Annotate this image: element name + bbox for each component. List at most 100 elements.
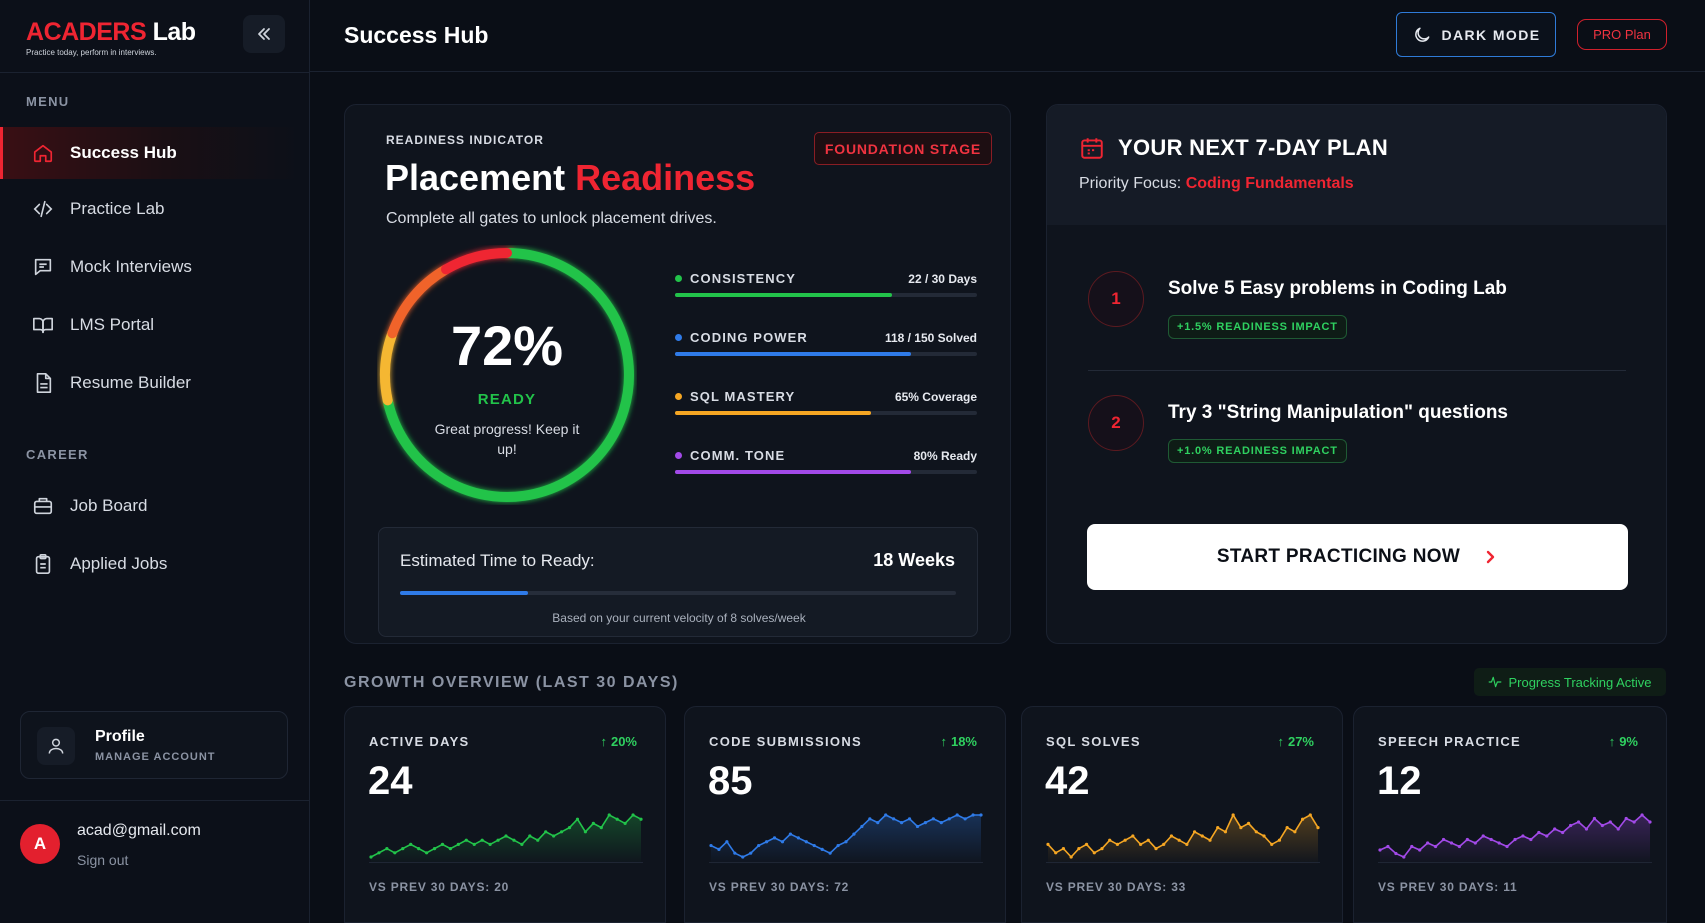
sparkline-point (544, 830, 548, 834)
sparkline-point (963, 817, 967, 821)
sparkline-point (1123, 838, 1127, 842)
metric-label: CODING POWER (690, 330, 808, 345)
chevron-right-icon (1486, 550, 1495, 564)
eta-progress-fill (400, 591, 528, 595)
progress-track (675, 293, 977, 297)
sidebar-item-mock-interviews[interactable]: Mock Interviews (0, 241, 300, 293)
sparkline-point (1465, 837, 1469, 842)
sparkline-point (733, 851, 737, 855)
sparkline-point (780, 840, 785, 844)
stat-trend-value: 9% (1619, 734, 1638, 749)
gauge-arc-segment (382, 248, 634, 502)
stat-trend-value: 27% (1287, 734, 1314, 749)
sidebar-item-resume-builder[interactable]: Resume Builder (0, 357, 300, 409)
sidebar-item-job-board[interactable]: Job Board (0, 480, 300, 532)
progress-track (675, 352, 977, 356)
sidebar-item-lms-portal[interactable]: LMS Portal (0, 299, 300, 351)
stat-label: SQL SOLVES (1046, 734, 1141, 749)
sparkline-point (464, 838, 468, 842)
sidebar-item-success-hub[interactable]: Success Hub (0, 127, 300, 179)
sparkline-point (1616, 827, 1620, 831)
arrow-up-icon: ↑ (1277, 734, 1284, 749)
sparkline-point (1426, 841, 1430, 845)
sparkline-point (907, 817, 912, 821)
sparkline-point (820, 847, 824, 851)
sparkline-area (711, 815, 981, 865)
stat-value: 12 (1377, 759, 1422, 803)
metric-coding-power: CODING POWER 118 / 150 Solved (675, 330, 977, 356)
double-chevron-left-icon (258, 28, 270, 40)
sparkline-point (1600, 823, 1604, 828)
sparkline-point (947, 817, 951, 821)
stat-previous: VS PREV 30 DAYS: 20 (369, 880, 510, 894)
stat-card-speech-practice: SPEECH PRACTICE ↑ 9% 12 VS PREV 30 DAYS: … (1353, 706, 1667, 923)
sparkline-point (741, 855, 745, 859)
sparkline-point (772, 836, 777, 840)
sparkline-point (749, 851, 753, 855)
sparkline-point (432, 847, 437, 851)
pro-plan-badge[interactable]: PRO Plan (1577, 19, 1667, 50)
avatar[interactable]: A (20, 824, 60, 864)
sparkline-point (1402, 855, 1406, 859)
sparkline (1378, 813, 1652, 865)
start-practicing-button[interactable]: START PRACTICING NOW (1087, 524, 1628, 590)
sparkline-point (828, 851, 832, 855)
dark-mode-toggle[interactable]: DARK MODE (1396, 12, 1556, 57)
sparkline-point (1441, 837, 1446, 842)
career-section-label: CAREER (26, 447, 89, 462)
sparkline-point (1308, 813, 1312, 817)
sparkline-point (844, 840, 848, 844)
sparkline-point (377, 851, 381, 855)
sparkline-point (1632, 820, 1636, 824)
sign-out-link[interactable]: Sign out (77, 852, 129, 868)
sparkline-point (804, 840, 808, 844)
sparkline-point (971, 813, 975, 817)
sparkline-point (1576, 820, 1581, 824)
sparkline-point (1545, 834, 1549, 838)
readiness-status: READY (477, 391, 537, 408)
collapse-sidebar-button[interactable] (243, 15, 285, 53)
sparkline-point (1521, 834, 1525, 838)
sidebar-item-applied-jobs[interactable]: Applied Jobs (0, 538, 300, 590)
sparkline-point (1473, 841, 1477, 845)
profile-card[interactable]: Profile MANAGE ACCOUNT (20, 711, 288, 779)
sparkline-point (1246, 821, 1251, 825)
sparkline-point (1568, 823, 1573, 828)
task-title[interactable]: Try 3 "String Manipulation" questions (1168, 402, 1508, 423)
page-title: Success Hub (344, 22, 489, 48)
sparkline-point (528, 834, 532, 838)
sparkline-point (1277, 838, 1282, 842)
sparkline-point (1046, 842, 1050, 846)
stat-divider (709, 862, 983, 863)
sparkline-point (1293, 830, 1297, 834)
sparkline-point (1640, 813, 1644, 817)
user-email: acad@gmail.com (77, 822, 201, 839)
sparkline-point (717, 847, 721, 851)
task-title[interactable]: Solve 5 Easy problems in Coding Lab (1168, 278, 1507, 299)
metric-value: 118 / 150 Solved (884, 331, 977, 345)
sparkline-point (552, 834, 556, 838)
metric-value: 22 / 30 Days (908, 272, 977, 286)
sparkline-point (512, 838, 516, 842)
impact-badge: +1.5% READINESS IMPACT (1168, 315, 1347, 339)
plan-focus-value: Coding Fundamentals (1185, 175, 1354, 192)
book-icon (32, 314, 54, 336)
sparkline-point (520, 842, 524, 846)
brand-prefix: A (26, 18, 44, 46)
eta-box: Estimated Time to Ready: 18 Weeks Based … (378, 527, 978, 637)
sidebar-item-practice-lab[interactable]: Practice Lab (0, 183, 300, 235)
sparkline-point (1231, 813, 1235, 817)
sparkline-point (599, 826, 603, 830)
plan-card: YOUR NEXT 7-DAY PLAN Priority Focus: Cod… (1046, 104, 1667, 644)
sparkline-point (1169, 834, 1174, 838)
metric-value: 65% Coverage (894, 390, 977, 404)
readiness-description: Complete all gates to unlock placement d… (386, 210, 717, 227)
plan-focus-label: Priority Focus: (1079, 175, 1186, 192)
sparkline-point (876, 821, 880, 825)
gauge-ring (380, 248, 634, 502)
sparkline-point (1177, 838, 1181, 842)
stat-previous: VS PREV 30 DAYS: 11 (1378, 880, 1518, 894)
brand-logo[interactable]: ACADERS Lab Practice today, perform in i… (26, 18, 196, 57)
sparkline-point (1433, 844, 1438, 849)
arrow-up-icon: ↑ (600, 734, 607, 749)
